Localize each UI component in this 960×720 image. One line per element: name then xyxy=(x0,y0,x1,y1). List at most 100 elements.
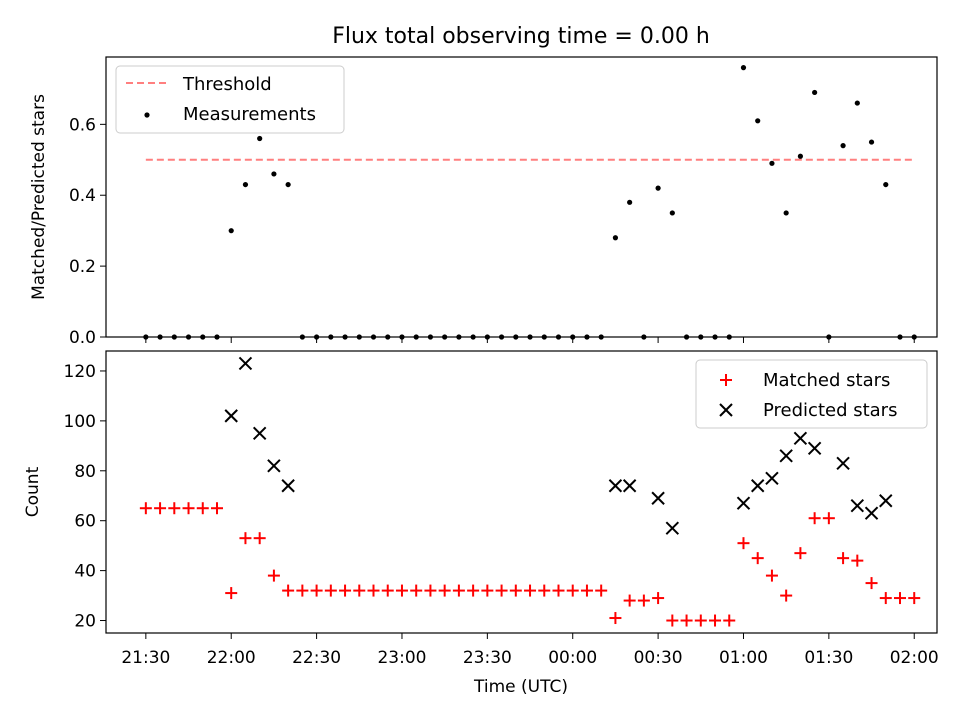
chart-title: Flux total observing time = 0.00 h xyxy=(332,24,710,49)
matched-star-point xyxy=(538,584,551,597)
predicted-star-point xyxy=(807,441,822,456)
matched-star-point xyxy=(324,584,337,597)
x-tick-label: 00:00 xyxy=(548,648,597,668)
matched-star-point xyxy=(524,584,537,597)
bottom-y-axis-label: Count xyxy=(23,466,43,517)
measurement-point xyxy=(285,181,291,188)
matched-legend-swatch xyxy=(720,374,732,386)
measurement-point xyxy=(868,139,875,145)
x-tick-label: 23:00 xyxy=(377,648,426,668)
top-y-tick-label: 0.2 xyxy=(69,257,96,277)
matched-star-point xyxy=(694,614,707,627)
matched-star-point xyxy=(666,614,679,627)
predicted-star-point xyxy=(836,456,850,471)
measurements-legend-swatch xyxy=(144,112,150,118)
matched-legend-label: Matched stars xyxy=(763,370,890,391)
predicted-star-point xyxy=(779,449,793,463)
predicted-star-point xyxy=(622,479,637,493)
top-y-tick-label: 0.4 xyxy=(69,186,96,206)
matched-star-point xyxy=(765,569,778,582)
matched-star-point xyxy=(680,614,693,627)
matched-star-point xyxy=(267,569,280,582)
matched-star-point xyxy=(424,584,437,597)
top-y-tick-label: 0.0 xyxy=(69,328,96,348)
measurement-point xyxy=(257,135,263,142)
matched-star-point xyxy=(637,594,650,607)
measurements-legend-label: Measurements xyxy=(183,104,316,125)
measurement-point xyxy=(840,143,846,149)
matched-star-point xyxy=(225,587,238,600)
measurement-point xyxy=(612,235,619,241)
x-tick-label: 01:00 xyxy=(719,648,768,668)
measurement-point xyxy=(755,118,761,124)
matched-star-point xyxy=(481,584,494,597)
top-panel: 0.0 0.2 0.4 0.6 Matched/Predicted stars Thr… xyxy=(29,56,938,348)
measurement-point xyxy=(797,153,803,159)
predicted-star-point xyxy=(765,471,779,485)
x-axis-label: Time (UTC) xyxy=(473,677,568,697)
matched-star-point xyxy=(808,512,821,525)
predicted-star-point xyxy=(608,479,623,493)
matched-star-point xyxy=(296,584,309,597)
bottom-panel-frame xyxy=(105,350,938,634)
matched-star-point xyxy=(154,502,167,515)
matched-star-point xyxy=(851,554,864,567)
matched-star-point xyxy=(709,614,722,627)
bottom-legend: Matched stars Predicted stars xyxy=(695,359,928,429)
measurement-point xyxy=(783,210,789,216)
measurement-point xyxy=(669,210,675,216)
measurement-point xyxy=(769,160,775,166)
bottom-y-tick-label: 60 xyxy=(74,512,96,532)
top-y-tick-label: 0.6 xyxy=(69,115,96,135)
measurement-point xyxy=(271,171,277,177)
x-tick-label: 22:30 xyxy=(292,648,341,668)
matched-star-point xyxy=(139,502,152,515)
matched-star-point xyxy=(652,592,665,605)
predicted-legend-swatch xyxy=(719,403,733,417)
predicted-star-point xyxy=(267,459,281,473)
predicted-star-point xyxy=(224,409,238,423)
matched-star-point xyxy=(623,594,636,607)
x-tick-label: 02:00 xyxy=(890,648,939,668)
matched-star-point xyxy=(566,584,579,597)
bottom-y-tick-label: 80 xyxy=(74,462,96,482)
top-y-axis-label: Matched/Predicted stars xyxy=(29,94,49,300)
measurement-point xyxy=(627,199,633,205)
predicted-star-point xyxy=(793,431,808,446)
predicted-star-point xyxy=(651,491,665,505)
matched-star-point xyxy=(367,584,380,597)
bottom-y-tick-label: 40 xyxy=(74,562,96,582)
matched-star-point xyxy=(168,502,181,515)
matched-star-point xyxy=(438,584,451,597)
x-tick-label: 21:30 xyxy=(121,648,170,668)
bottom-y-tick-label: 100 xyxy=(64,412,96,432)
matched-star-point xyxy=(723,614,736,627)
predicted-star-point xyxy=(879,494,893,508)
matched-star-point xyxy=(865,577,878,590)
matched-star-point xyxy=(794,547,807,560)
measurement-point xyxy=(228,228,234,234)
matched-star-point xyxy=(908,592,921,605)
bottom-y-tick-label: 120 xyxy=(64,362,96,382)
matched-star-point xyxy=(282,584,295,597)
matched-star-point xyxy=(381,584,394,597)
predicted-legend-label: Predicted stars xyxy=(763,400,897,421)
bottom-y-tick-label: 20 xyxy=(74,612,96,632)
measurement-point xyxy=(242,181,249,188)
matched-star-point xyxy=(737,537,750,550)
x-tick-label: 00:30 xyxy=(634,648,683,668)
matched-star-point xyxy=(580,584,593,597)
measurement-point xyxy=(740,65,747,71)
matched-star-point xyxy=(751,552,764,565)
matched-star-point xyxy=(609,612,622,625)
measurement-point xyxy=(812,89,818,96)
matched-star-point xyxy=(780,589,793,602)
top-panel-frame xyxy=(105,56,938,338)
matched-star-point xyxy=(339,584,352,597)
predicted-star-point xyxy=(736,496,751,510)
measurement-point xyxy=(883,181,889,188)
matched-star-point xyxy=(410,584,423,597)
matched-star-point xyxy=(452,584,465,597)
matched-star-point xyxy=(509,584,522,597)
